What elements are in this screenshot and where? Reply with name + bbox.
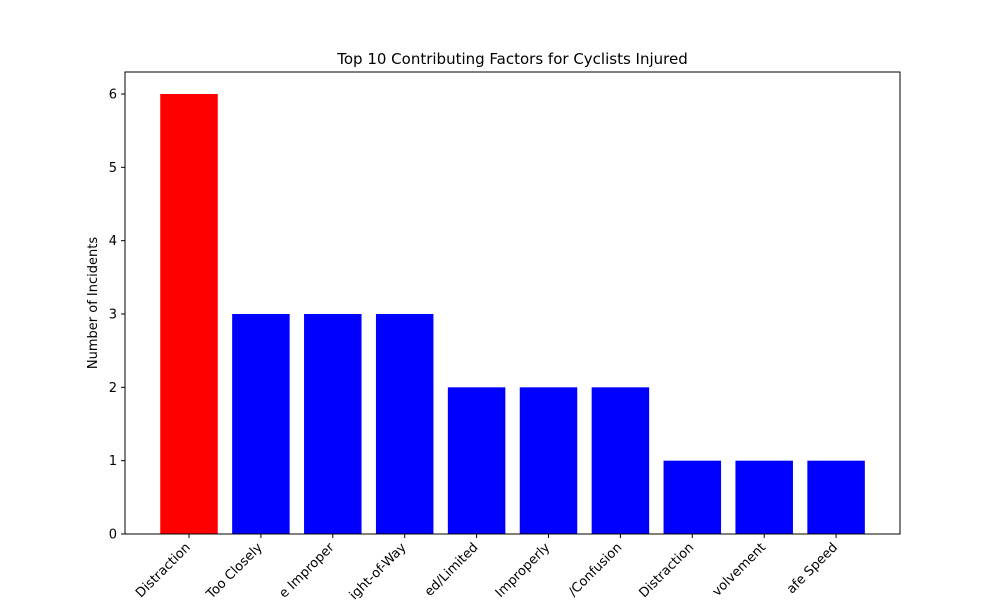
y-tick-label-6: 6 [109, 88, 117, 103]
x-tick-label-1: Distraction [133, 540, 194, 600]
x-tick-label-10: afe Speed [784, 540, 841, 597]
bar-1 [160, 94, 218, 534]
bar-10 [807, 460, 865, 534]
bar-6 [519, 387, 578, 534]
x-axis-ticks: Distraction Too Closely e Improper ight-of-… [133, 534, 841, 600]
bar-8 [663, 460, 722, 534]
x-tick-label-2: Too Closely [203, 540, 266, 600]
chart-title: Top 10 Contributing Factors for Cyclists… [336, 50, 687, 68]
y-axis-ticks: 0 1 2 3 4 5 6 [109, 88, 125, 543]
y-tick-label-1: 1 [109, 454, 117, 469]
bar-5 [447, 387, 506, 534]
bar-7 [591, 387, 650, 534]
x-tick-label-3: e Improper [276, 540, 338, 600]
y-axis-label: Number of Incidents [86, 237, 101, 369]
y-tick-label-4: 4 [109, 234, 117, 249]
bar-9 [735, 460, 793, 534]
bar-4 [375, 314, 434, 534]
y-tick-label-3: 3 [109, 308, 117, 323]
y-tick-label-5: 5 [109, 161, 117, 176]
bar-3 [304, 314, 362, 534]
x-tick-label-8: Distraction [636, 540, 697, 600]
x-tick-label-6: Improperly [493, 540, 554, 600]
x-tick-label-4: ight-of-Way [347, 540, 410, 600]
y-tick-label-2: 2 [109, 381, 117, 396]
plot-frame [124, 71, 901, 535]
x-tick-label-7: /Confusion [566, 540, 625, 599]
bar-2 [232, 314, 290, 534]
bars-layer [160, 94, 865, 534]
x-tick-label-9: volvement [710, 540, 769, 599]
x-tick-label-5: ed/Limited [422, 540, 481, 599]
y-tick-label-0: 0 [109, 528, 117, 543]
